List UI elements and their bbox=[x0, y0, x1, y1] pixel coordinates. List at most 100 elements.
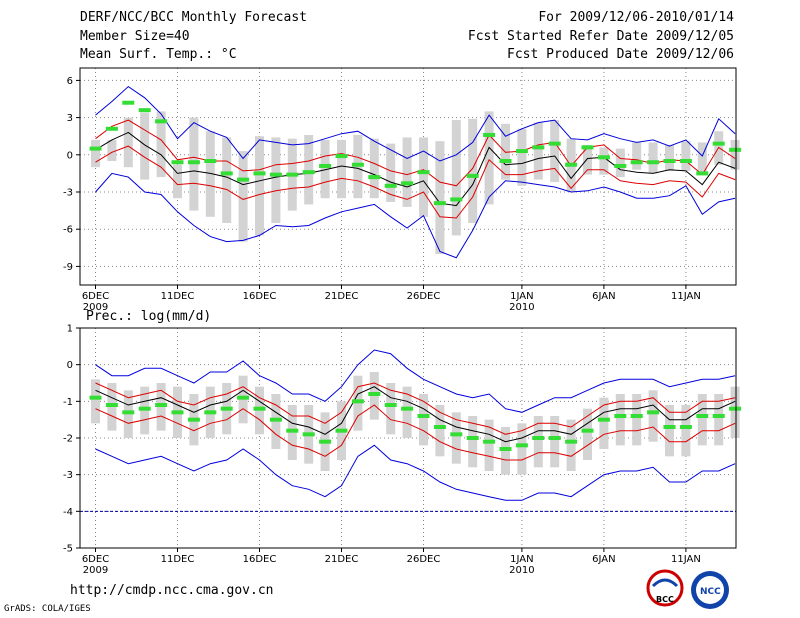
observed-marker bbox=[548, 141, 561, 146]
observed-marker bbox=[466, 173, 479, 178]
observed-marker bbox=[401, 181, 414, 186]
observed-marker bbox=[319, 163, 332, 168]
observed-marker bbox=[384, 403, 397, 407]
observed-marker bbox=[466, 436, 479, 440]
ensemble-box bbox=[632, 394, 642, 446]
logos: BCC NCC bbox=[646, 569, 729, 609]
observed-marker bbox=[319, 439, 332, 444]
ensemble-box bbox=[484, 111, 494, 205]
max-series-line bbox=[95, 349, 736, 413]
y-tick-label: -4 bbox=[63, 507, 73, 518]
observed-marker bbox=[696, 171, 709, 176]
p20-series-line bbox=[95, 404, 736, 461]
observed-marker bbox=[532, 145, 545, 150]
observed-marker bbox=[122, 100, 135, 105]
observed-marker bbox=[712, 414, 725, 418]
ensemble-box bbox=[484, 419, 494, 471]
p20-series-line bbox=[95, 145, 736, 219]
observed-marker bbox=[565, 162, 578, 167]
observed-marker bbox=[204, 159, 217, 163]
observed-marker bbox=[515, 149, 528, 154]
x-tick-year: 2010 bbox=[509, 565, 534, 576]
observed-marker bbox=[597, 417, 610, 422]
observed-marker bbox=[663, 425, 676, 429]
member-size: Member Size=40 bbox=[80, 29, 190, 44]
observed-marker bbox=[630, 414, 643, 418]
observed-marker bbox=[105, 403, 118, 407]
observed-marker bbox=[712, 141, 725, 146]
y-tick-label: -1 bbox=[63, 397, 73, 408]
precip-title: Prec.: log(mm/d) bbox=[86, 309, 211, 324]
ensemble-box bbox=[533, 122, 543, 180]
ensemble-box bbox=[402, 137, 412, 207]
observed-marker bbox=[269, 417, 282, 422]
ensemble-box bbox=[665, 144, 674, 171]
observed-marker bbox=[483, 439, 496, 444]
observed-marker bbox=[253, 406, 266, 411]
observed-marker bbox=[237, 177, 250, 182]
observed-marker bbox=[581, 145, 594, 150]
observed-marker bbox=[565, 439, 578, 444]
x-tick-label: 1JAN bbox=[510, 291, 533, 302]
observed-marker bbox=[335, 154, 348, 159]
x-tick-label: 21DEC bbox=[325, 554, 359, 565]
observed-marker bbox=[187, 417, 200, 422]
plot-frame bbox=[79, 67, 737, 286]
x-tick-label: 26DEC bbox=[407, 554, 441, 565]
ensemble-box bbox=[681, 405, 691, 457]
observed-marker bbox=[450, 197, 463, 202]
observed-marker bbox=[401, 406, 414, 411]
x-tick-label: 1JAN bbox=[510, 554, 533, 565]
ensemble-box bbox=[222, 137, 232, 223]
ensemble-box bbox=[435, 405, 445, 457]
observed-marker bbox=[647, 160, 660, 165]
ensemble-box bbox=[615, 394, 625, 446]
x-tick-label: 16DEC bbox=[243, 291, 277, 302]
observed-marker bbox=[368, 392, 381, 396]
observed-marker bbox=[663, 159, 676, 163]
observed-marker bbox=[499, 159, 512, 163]
ensemble-box bbox=[386, 143, 396, 202]
svg-text:NCC: NCC bbox=[700, 587, 721, 597]
y-tick-label: -3 bbox=[63, 470, 73, 481]
ensemble-box bbox=[648, 390, 658, 442]
x-tick-label: 6JAN bbox=[592, 291, 615, 302]
ensemble-box bbox=[632, 142, 642, 170]
ensemble-box bbox=[271, 137, 281, 223]
y-tick-label: 0 bbox=[67, 360, 73, 371]
observed-marker bbox=[515, 443, 528, 448]
ensemble-box bbox=[304, 134, 314, 205]
y-tick-label: 3 bbox=[67, 113, 73, 124]
ensemble-box bbox=[468, 416, 478, 468]
ensemble-box bbox=[665, 405, 674, 457]
observed-marker bbox=[581, 428, 594, 433]
y-tick-label: -3 bbox=[63, 188, 73, 199]
forecast-period: For 2009/12/06-2010/01/14 bbox=[538, 10, 734, 25]
ensemble-box bbox=[91, 139, 100, 168]
observed-marker bbox=[286, 428, 299, 433]
ensemble-box bbox=[648, 142, 658, 174]
x-tick-year: 2010 bbox=[509, 302, 534, 313]
max-series-line bbox=[95, 85, 736, 162]
observed-marker bbox=[450, 432, 463, 437]
mean-series-line bbox=[95, 386, 736, 443]
ensemble-box bbox=[583, 408, 592, 460]
observed-marker bbox=[122, 410, 135, 415]
source-url[interactable]: http://cmdp.ncc.cma.gov.cn bbox=[70, 583, 274, 598]
observed-marker bbox=[483, 132, 496, 137]
ensemble-box bbox=[468, 118, 478, 223]
ensemble-box bbox=[255, 136, 264, 236]
observed-marker bbox=[679, 159, 692, 163]
y-tick-label: -9 bbox=[63, 262, 73, 273]
observed-marker bbox=[433, 425, 446, 429]
bcc-logo: BCC bbox=[646, 569, 684, 607]
ensemble-box bbox=[123, 117, 133, 168]
x-tick-label: 6DEC bbox=[82, 554, 109, 565]
ensemble-box bbox=[369, 138, 379, 199]
observed-marker bbox=[729, 147, 742, 152]
ensemble-box bbox=[533, 416, 543, 468]
ensemble-box bbox=[173, 164, 182, 199]
observed-marker bbox=[499, 447, 512, 451]
observed-marker bbox=[253, 171, 266, 176]
